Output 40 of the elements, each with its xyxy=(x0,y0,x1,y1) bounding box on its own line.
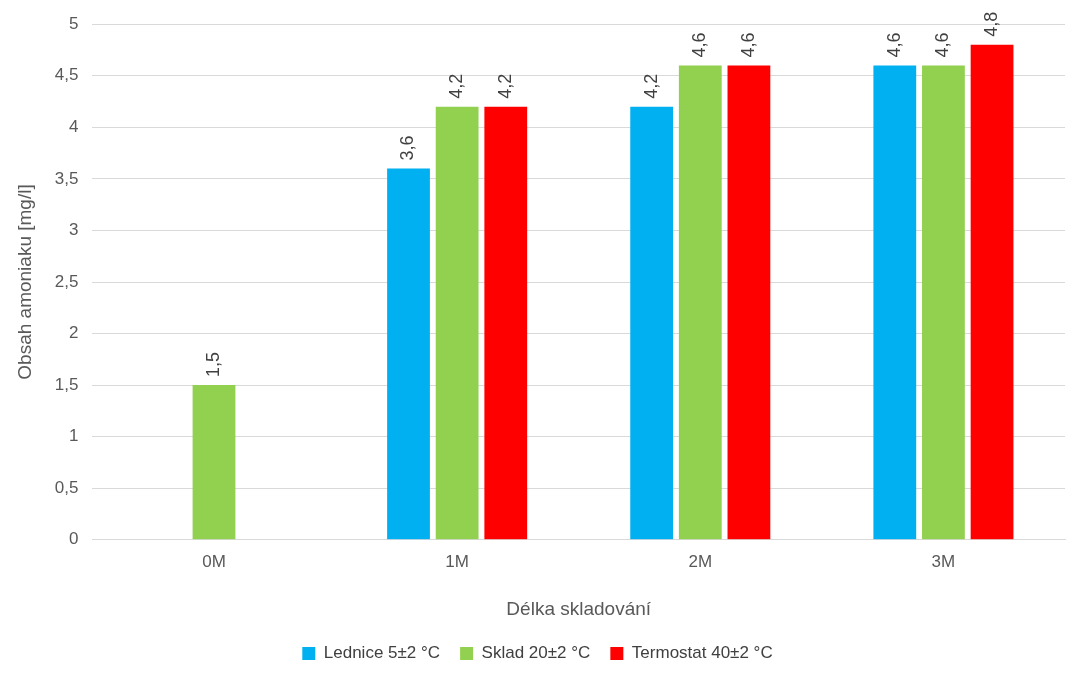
y-tick-label: 4 xyxy=(68,117,79,137)
legend-label: Sklad 20±2 °C xyxy=(481,643,591,663)
y-tick-label: 2 xyxy=(68,323,79,343)
y-tick-label: 1 xyxy=(68,426,79,446)
bar xyxy=(484,106,528,540)
y-tick-label: 3 xyxy=(68,220,79,240)
x-tick-label: 0M xyxy=(202,551,226,571)
y-axis-title: Obsah amoniaku [mg/l] xyxy=(13,184,35,380)
data-label: 4,2 xyxy=(494,73,515,99)
bar xyxy=(727,65,771,540)
data-label: 4,6 xyxy=(689,32,710,58)
bar xyxy=(678,65,722,540)
data-label: 4,2 xyxy=(446,73,467,99)
legend-label: Termostat 40±2 °C xyxy=(631,643,773,663)
y-tick-label: 0 xyxy=(68,529,79,549)
data-label: 4,6 xyxy=(932,32,953,58)
y-tick-label: 4,5 xyxy=(54,65,79,85)
bar xyxy=(387,168,430,540)
data-label: 4,6 xyxy=(883,32,904,58)
y-tick-label: 5 xyxy=(68,13,79,33)
bar xyxy=(630,106,674,540)
bar xyxy=(922,65,965,540)
x-tick-label: 1M xyxy=(445,551,469,571)
x-tick-label: 2M xyxy=(688,551,713,571)
legend-label: Lednice 5±2 °C xyxy=(323,643,441,663)
data-label: 1,5 xyxy=(202,352,223,378)
bar xyxy=(970,44,1014,540)
x-axis-title: Délka skladování xyxy=(506,597,652,619)
y-tick-label: 3,5 xyxy=(54,168,79,188)
data-label: 4,2 xyxy=(640,73,661,99)
bar xyxy=(192,385,236,540)
data-label: 4,8 xyxy=(981,11,1002,37)
y-tick-label: 1,5 xyxy=(54,374,79,394)
data-label: 4,6 xyxy=(737,32,758,58)
bar xyxy=(435,106,479,540)
data-label: 3,6 xyxy=(397,135,418,161)
x-tick-label: 3M xyxy=(931,551,956,571)
bar xyxy=(873,65,917,540)
y-tick-label: 0,5 xyxy=(54,477,79,497)
y-tick-label: 2,5 xyxy=(54,271,79,291)
